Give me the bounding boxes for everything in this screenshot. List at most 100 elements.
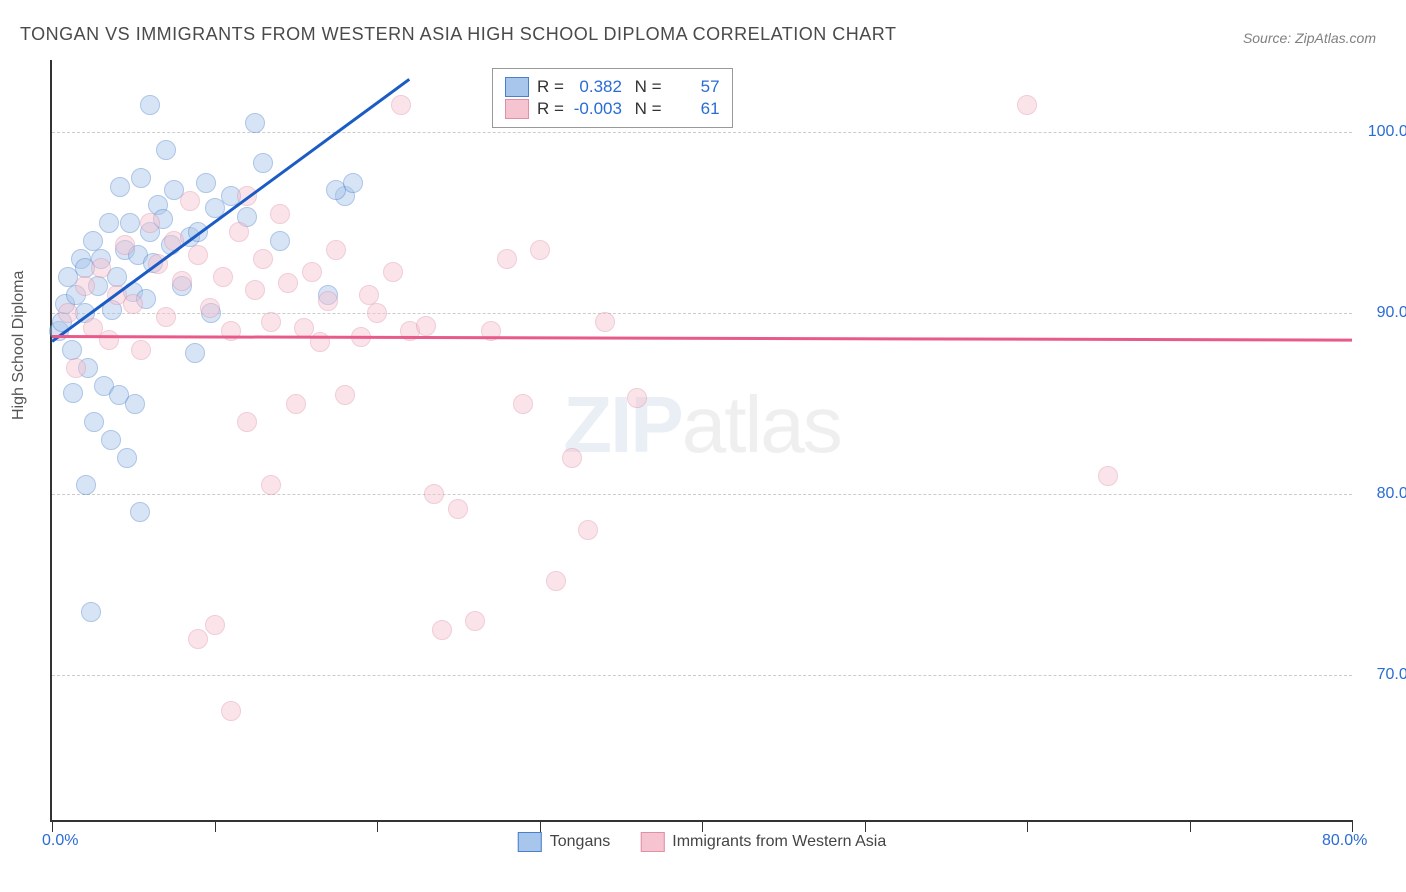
scatter-point bbox=[530, 240, 550, 260]
scatter-point bbox=[391, 95, 411, 115]
source-attribution: Source: ZipAtlas.com bbox=[1243, 30, 1376, 46]
scatter-point bbox=[221, 701, 241, 721]
scatter-point bbox=[130, 502, 150, 522]
y-axis-label: High School Diploma bbox=[10, 271, 28, 420]
r-value: -0.003 bbox=[572, 99, 622, 119]
scatter-point bbox=[245, 113, 265, 133]
trend-line bbox=[52, 335, 1352, 341]
scatter-point bbox=[253, 249, 273, 269]
x-tick bbox=[377, 820, 378, 832]
scatter-point bbox=[270, 204, 290, 224]
scatter-point bbox=[172, 271, 192, 291]
y-tick-label: 80.0% bbox=[1377, 485, 1406, 503]
legend-swatch bbox=[518, 832, 542, 852]
scatter-point bbox=[335, 385, 355, 405]
scatter-point bbox=[448, 499, 468, 519]
trend-line bbox=[51, 78, 410, 342]
x-tick bbox=[702, 820, 703, 832]
scatter-point bbox=[253, 153, 273, 173]
scatter-point bbox=[416, 316, 436, 336]
scatter-point bbox=[99, 330, 119, 350]
plot-area: ZIPatlas R =0.382 N =57R =-0.003 N =61 T… bbox=[50, 60, 1352, 822]
scatter-point bbox=[497, 249, 517, 269]
x-tick bbox=[52, 820, 53, 832]
scatter-point bbox=[123, 294, 143, 314]
scatter-point bbox=[131, 168, 151, 188]
x-tick bbox=[1190, 820, 1191, 832]
scatter-point bbox=[63, 383, 83, 403]
gridline bbox=[52, 313, 1352, 314]
scatter-point bbox=[359, 285, 379, 305]
scatter-point bbox=[99, 213, 119, 233]
scatter-point bbox=[83, 231, 103, 251]
scatter-point bbox=[595, 312, 615, 332]
watermark: ZIPatlas bbox=[563, 379, 840, 471]
n-value: 57 bbox=[670, 77, 720, 97]
scatter-point bbox=[117, 448, 137, 468]
scatter-point bbox=[326, 240, 346, 260]
scatter-point bbox=[367, 303, 387, 323]
scatter-point bbox=[115, 235, 135, 255]
scatter-point bbox=[84, 412, 104, 432]
scatter-point bbox=[120, 213, 140, 233]
scatter-point bbox=[318, 291, 338, 311]
scatter-point bbox=[278, 273, 298, 293]
scatter-point bbox=[125, 394, 145, 414]
scatter-point bbox=[62, 340, 82, 360]
legend-swatch bbox=[640, 832, 664, 852]
legend-swatch bbox=[505, 99, 529, 119]
gridline bbox=[52, 494, 1352, 495]
scatter-point bbox=[261, 312, 281, 332]
scatter-point bbox=[221, 321, 241, 341]
scatter-point bbox=[110, 177, 130, 197]
scatter-point bbox=[229, 222, 249, 242]
scatter-point bbox=[302, 262, 322, 282]
n-value: 61 bbox=[670, 99, 720, 119]
scatter-point bbox=[213, 267, 233, 287]
scatter-point bbox=[432, 620, 452, 640]
legend-label: Tongans bbox=[550, 833, 611, 851]
gridline bbox=[52, 132, 1352, 133]
x-tick bbox=[1352, 820, 1353, 832]
chart-title: TONGAN VS IMMIGRANTS FROM WESTERN ASIA H… bbox=[20, 24, 896, 45]
x-tick bbox=[865, 820, 866, 832]
x-end-label: 80.0% bbox=[1322, 832, 1367, 850]
scatter-point bbox=[156, 307, 176, 327]
scatter-point bbox=[627, 388, 647, 408]
scatter-point bbox=[546, 571, 566, 591]
stats-row: R =-0.003 N =61 bbox=[505, 99, 720, 119]
scatter-point bbox=[58, 303, 78, 323]
scatter-point bbox=[424, 484, 444, 504]
scatter-point bbox=[101, 430, 121, 450]
legend-swatch bbox=[505, 77, 529, 97]
scatter-point bbox=[180, 191, 200, 211]
x-start-label: 0.0% bbox=[42, 832, 78, 850]
scatter-point bbox=[286, 394, 306, 414]
stats-row: R =0.382 N =57 bbox=[505, 77, 720, 97]
scatter-point bbox=[75, 276, 95, 296]
scatter-point bbox=[562, 448, 582, 468]
scatter-point bbox=[513, 394, 533, 414]
x-legend-item: Tongans bbox=[518, 832, 611, 852]
scatter-point bbox=[91, 258, 111, 278]
gridline bbox=[52, 675, 1352, 676]
y-tick-label: 100.0% bbox=[1368, 123, 1406, 141]
scatter-point bbox=[188, 629, 208, 649]
scatter-point bbox=[131, 340, 151, 360]
x-tick bbox=[215, 820, 216, 832]
scatter-point bbox=[270, 231, 290, 251]
y-tick-label: 70.0% bbox=[1377, 666, 1406, 684]
legend-label: Immigrants from Western Asia bbox=[672, 833, 886, 851]
scatter-point bbox=[81, 602, 101, 622]
scatter-point bbox=[196, 173, 216, 193]
scatter-point bbox=[76, 475, 96, 495]
scatter-point bbox=[66, 358, 86, 378]
x-axis-legend: Tongans Immigrants from Western Asia bbox=[518, 832, 886, 852]
x-tick bbox=[1027, 820, 1028, 832]
scatter-point bbox=[156, 140, 176, 160]
scatter-point bbox=[245, 280, 265, 300]
scatter-point bbox=[205, 615, 225, 635]
x-tick bbox=[540, 820, 541, 832]
x-legend-item: Immigrants from Western Asia bbox=[640, 832, 886, 852]
scatter-point bbox=[237, 412, 257, 432]
